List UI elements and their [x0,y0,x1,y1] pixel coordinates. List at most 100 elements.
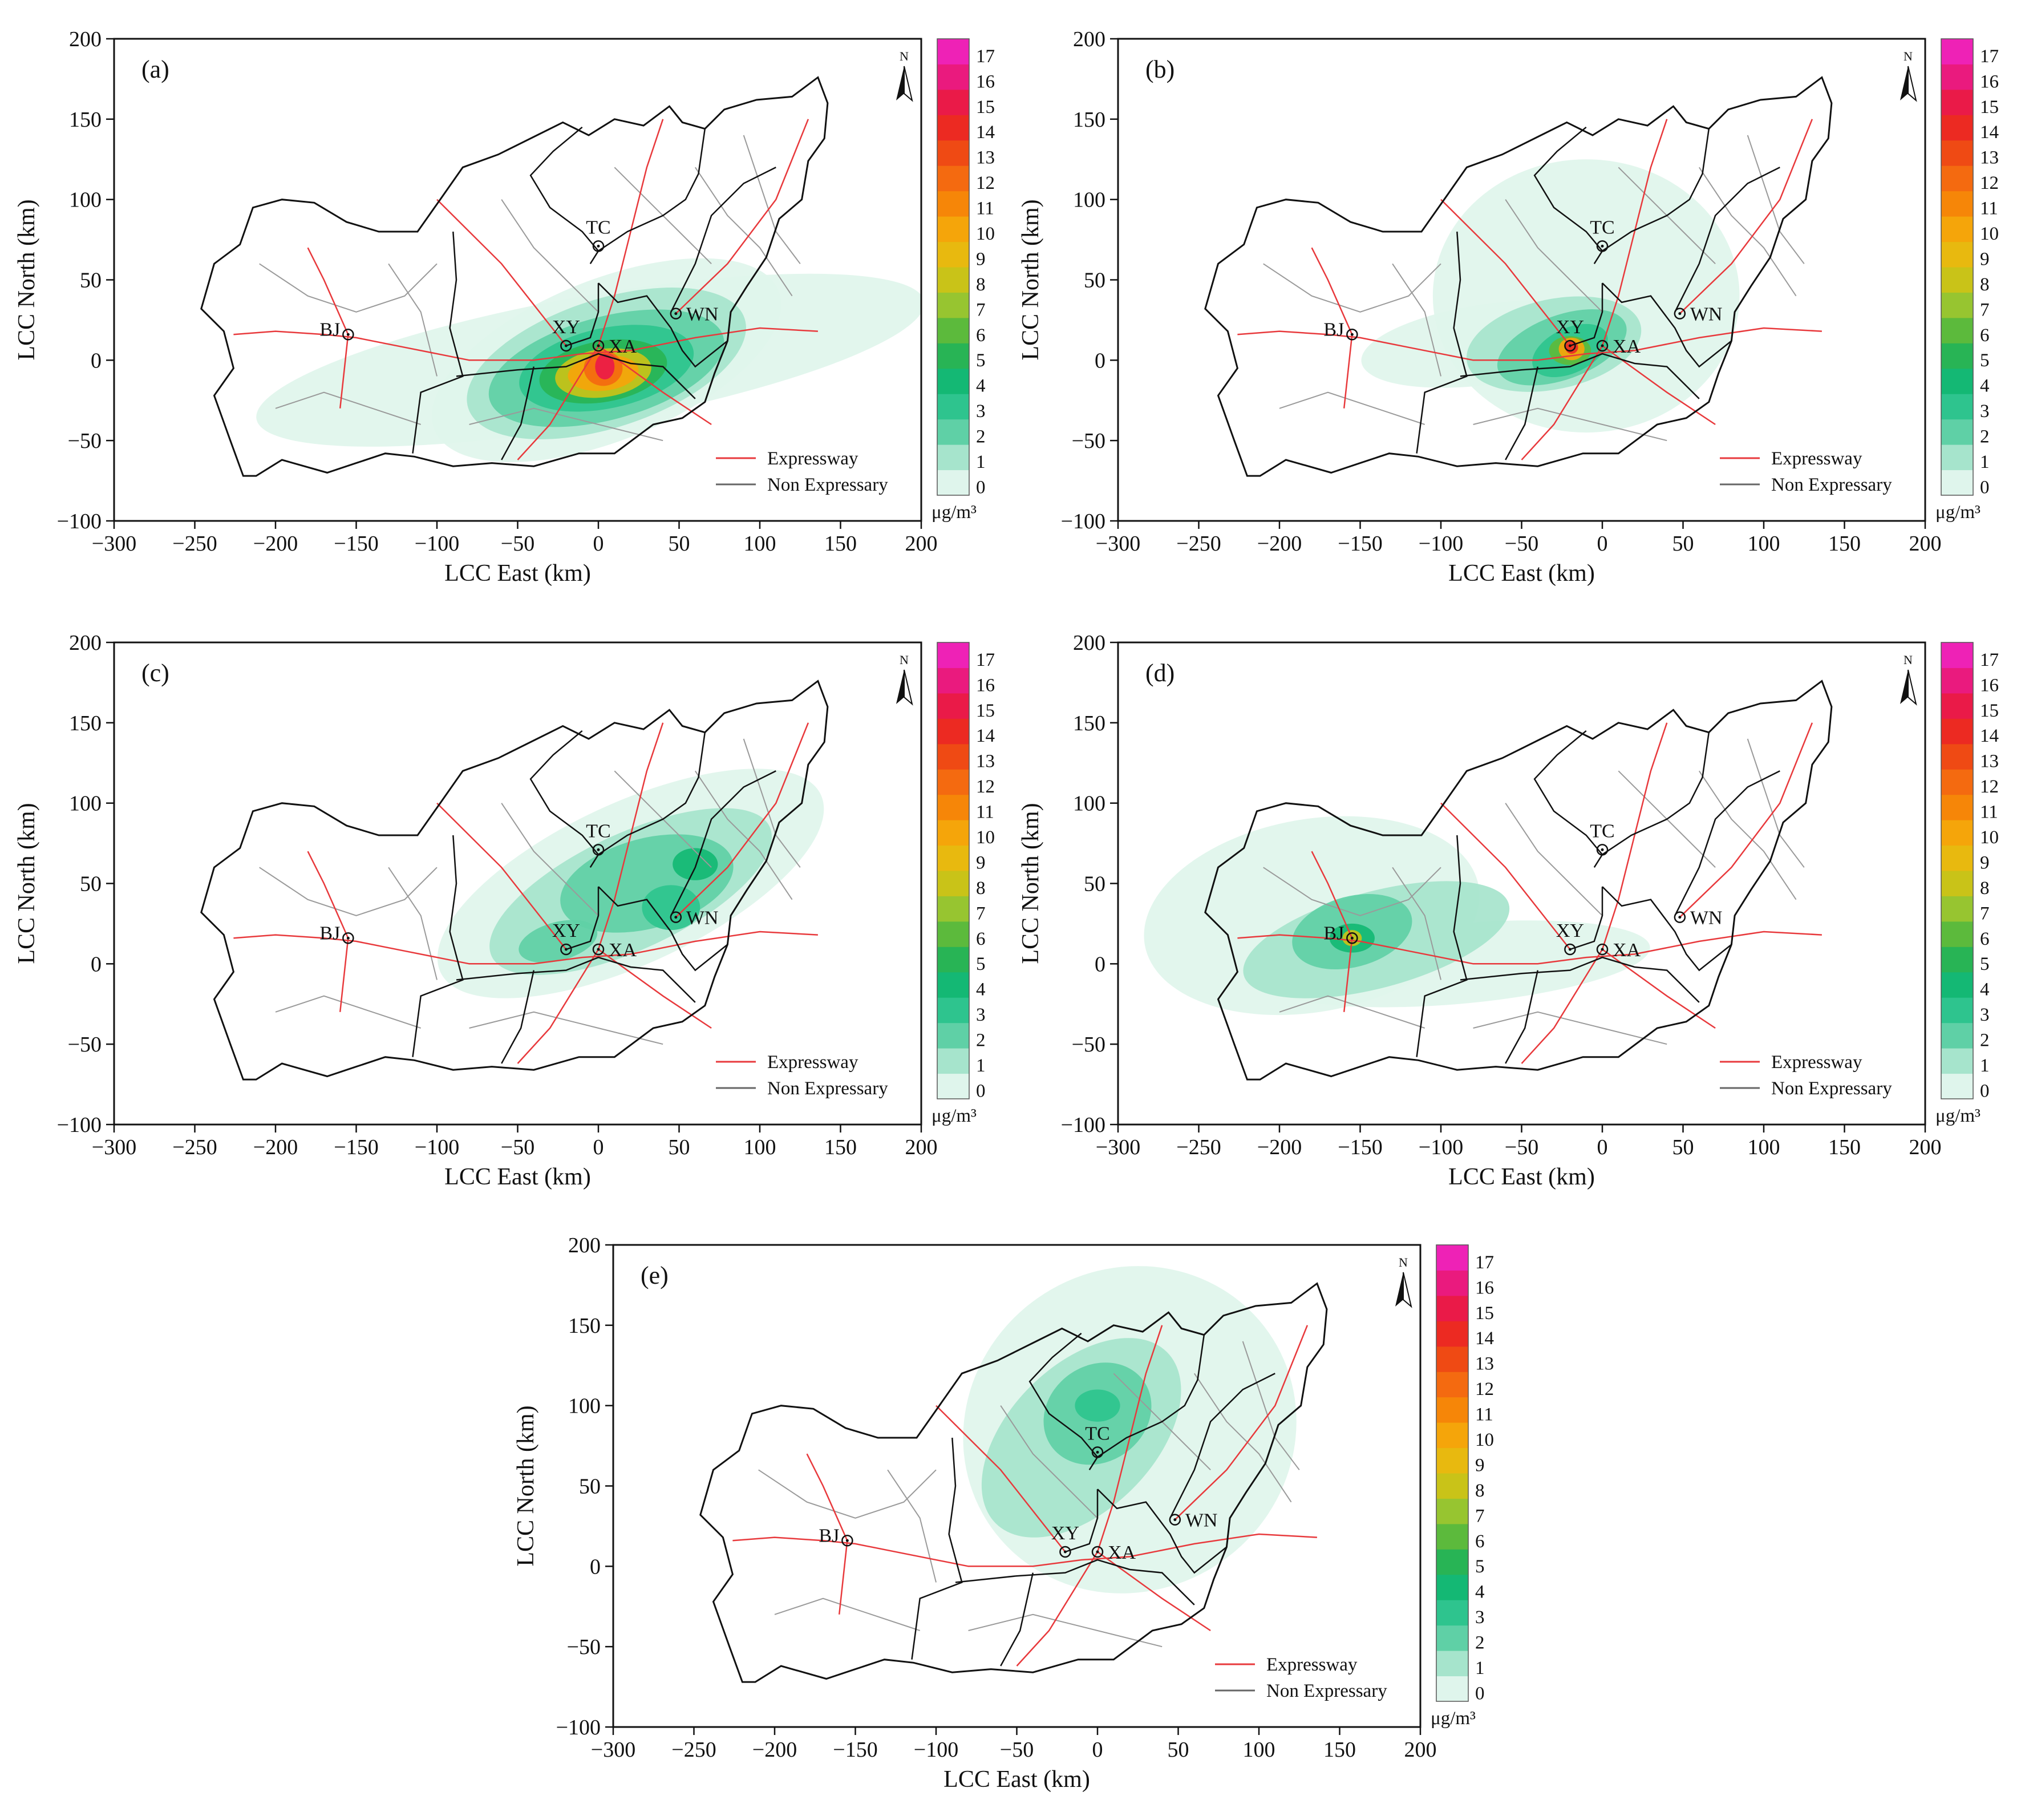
non-expressway-road [501,199,599,313]
expressway-road [1016,1551,1099,1667]
district-boundary [1097,1489,1228,1574]
colorbar-segment [937,921,969,947]
expressway-road [597,119,664,346]
colorbar-tick-label: 8 [1475,1481,1485,1501]
city-xy: XY [552,317,580,352]
colorbar-tick-label: 17 [1475,1252,1494,1273]
city-marker [592,240,605,252]
province-boundary [1204,76,1833,477]
colorbar-unit: μg/m³ [932,1106,977,1126]
y-tick-label: 100 [1073,792,1105,816]
colorbar-tick-label: 12 [1980,173,1999,193]
colorbar-segment [1941,1022,1973,1049]
colorbar-segment [937,769,969,795]
colorbar-tick-label: 0 [976,477,986,498]
colorbar-tick-label: 12 [976,776,995,797]
y-tick-label: 200 [568,1233,601,1257]
expressway-road [597,722,664,950]
non-expressway-road [758,1469,937,1519]
legend-label: Non Expressary [767,475,888,495]
colorbar-tick-label: 16 [976,71,995,92]
city-label: BJ [319,319,340,340]
colorbar-segment [1941,140,1973,166]
expressway-road [1097,1551,1211,1632]
colorbar-tick-label: 10 [1980,224,1999,244]
city-xy: XY [1051,1523,1079,1558]
colorbar-segment [1941,997,1973,1024]
city-marker-dot [346,936,350,940]
non-expressway-road [1747,738,1805,868]
city-xy: XY [1556,920,1584,956]
colorbar-tick-label: 7 [1980,903,1990,924]
x-tick-label: −150 [1338,532,1382,556]
district-boundary [456,956,696,1003]
colorbar-tick-label: 15 [976,97,995,118]
colorbar-segment [937,267,969,293]
colorbar-frame [937,38,970,496]
y-tick-label: 50 [579,1475,601,1499]
x-tick-label: 200 [905,532,938,556]
colorbar-unit: μg/m³ [932,502,977,523]
colorbar-tick-label: 5 [1980,954,1990,974]
city-label: BJ [1323,923,1344,944]
colorbar-tick-label: 1 [976,1055,986,1076]
city-label: TC [586,820,610,842]
colorbar-tick-label: 16 [1475,1277,1494,1298]
district-boundary [1602,886,1732,972]
legend-label: Non Expressary [1266,1681,1387,1701]
y-axis-title: LCC North (km) [1018,803,1044,964]
contour-level-3 [1075,1389,1120,1422]
x-tick-label: 0 [1597,1135,1608,1159]
north-label: N [900,653,909,667]
colorbar-segment [937,718,969,745]
colorbar-tick-label: 10 [1980,827,1999,848]
expressway-road [1679,722,1813,918]
colorbar-frame [1941,38,1974,496]
y-tick-label: 100 [69,792,102,816]
colorbar-segment [937,368,969,394]
colorbar-tick-label: 15 [1980,97,1999,118]
city-marker [1169,1514,1181,1526]
city-marker-dot [564,948,568,951]
colorbar-tick-label: 0 [1475,1683,1485,1704]
colorbar-tick-label: 11 [976,802,994,823]
colorbar-segment [937,470,969,496]
colorbar-segment [937,419,969,445]
y-tick-label: −50 [567,1635,601,1659]
province-boundary [1204,680,1833,1081]
y-tick-label: 50 [1084,269,1105,293]
expressway-road [675,119,809,314]
colorbar-segment [1941,470,1973,496]
colorbar-tick-label: 12 [1980,776,1999,797]
city-label: WN [1690,304,1723,325]
city-label: XA [1613,336,1641,357]
colorbar-segment [937,444,969,471]
district-boundary [1416,835,1468,1057]
city-label: WN [1185,1510,1218,1531]
non-expressway-road [501,803,599,916]
legend-label: Expressway [1771,1052,1862,1073]
y-tick-label: 50 [80,269,102,293]
colorbar-segment [937,871,969,896]
colorbar-segment [1941,921,1973,947]
x-tick-label: −150 [1338,1135,1382,1159]
plot-content: BJ XY XA TC WN [1144,680,1833,1081]
y-tick-label: 50 [1084,872,1105,896]
city-marker-dot [674,916,678,919]
colorbar-segment [1436,1321,1468,1347]
colorbar-tick-label: 13 [1475,1354,1494,1374]
city-marker-dot [597,244,600,248]
colorbar-segment [1941,972,1973,998]
x-tick-label: −150 [833,1738,877,1762]
city-xa: XA [1596,336,1641,357]
non-expressway-road [1473,1011,1667,1045]
city-marker-dot [674,312,678,316]
legend-label: Expressway [767,448,858,469]
colorbar-segment [1941,241,1973,268]
colorbar-segment [937,343,969,369]
colorbar-segment [1941,947,1973,973]
colorbar-segment [1941,394,1973,420]
colorbar-tick-label: 7 [1475,1506,1485,1526]
